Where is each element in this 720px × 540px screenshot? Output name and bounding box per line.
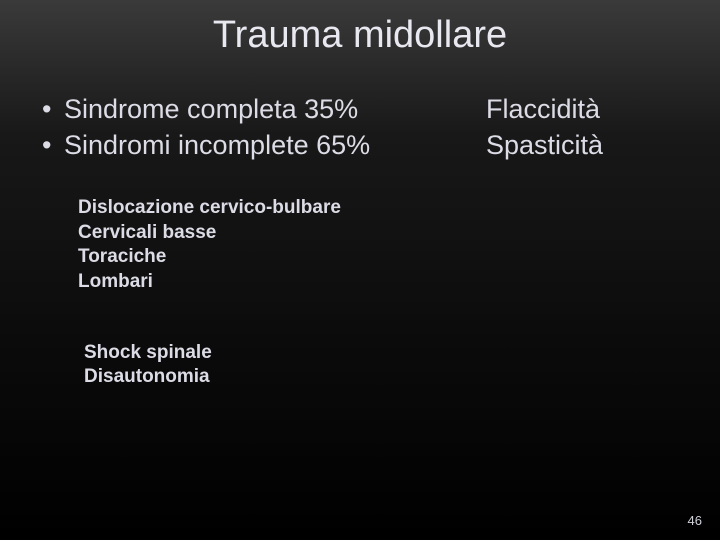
sub-item: Cervicali basse [78, 221, 470, 246]
right-text: Flaccidità [470, 91, 680, 127]
bullet-dot-icon: • [40, 91, 64, 127]
right-text: Spasticità [470, 127, 680, 163]
slide-body: • Sindrome completa 35% • Sindromi incom… [0, 57, 720, 390]
sub-item: Disautonomia [84, 365, 470, 390]
slide-title: Trauma midollare [0, 0, 720, 57]
slide: Trauma midollare • Sindrome completa 35%… [0, 0, 720, 540]
bullet-dot-icon: • [40, 127, 64, 163]
page-number: 46 [688, 513, 702, 528]
bullet-text: Sindrome completa 35% [64, 91, 358, 127]
sub-block-conditions: Shock spinale Disautonomia [84, 341, 470, 390]
sub-item: Toraciche [78, 245, 470, 270]
right-column: Flaccidità Spasticità [470, 91, 680, 390]
left-column: • Sindrome completa 35% • Sindromi incom… [40, 91, 470, 390]
bullet-text: Sindromi incomplete 65% [64, 127, 370, 163]
sub-item: Lombari [78, 270, 470, 295]
bullet-item: • Sindrome completa 35% [40, 91, 470, 127]
sub-block-locations: Dislocazione cervico-bulbare Cervicali b… [78, 196, 470, 295]
sub-item: Dislocazione cervico-bulbare [78, 196, 470, 221]
sub-item: Shock spinale [84, 341, 470, 366]
bullet-item: • Sindromi incomplete 65% [40, 127, 470, 163]
